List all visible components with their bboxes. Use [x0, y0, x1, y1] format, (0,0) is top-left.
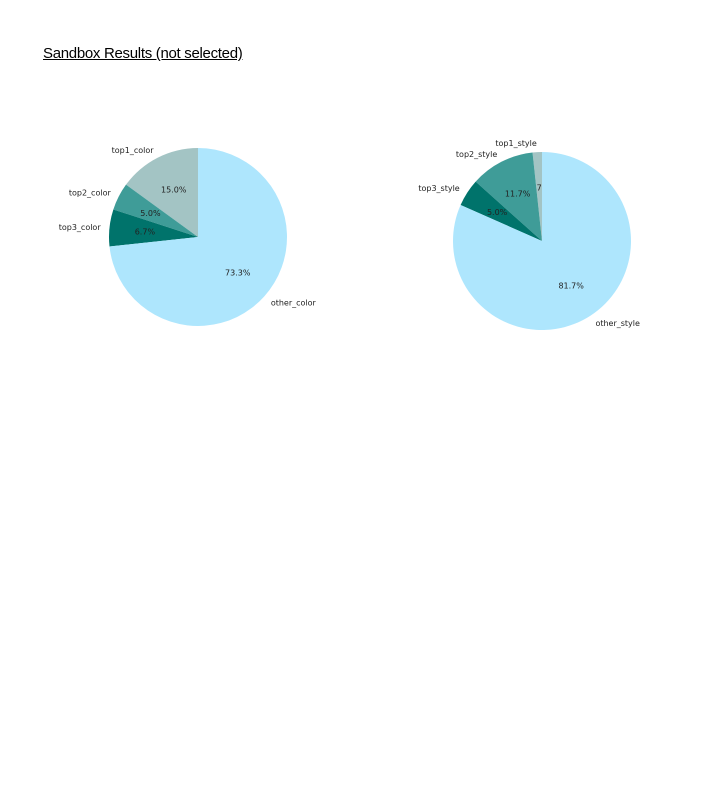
pct-label-other-color: 73.3% — [225, 269, 251, 278]
page-title: Sandbox Results (not selected) — [43, 45, 243, 62]
pct-label-top3-color: 6.7% — [135, 227, 156, 236]
pct-label-top3-style: 5.0% — [487, 208, 508, 217]
pie-slice-top1-color — [125, 148, 198, 237]
category-label-top1-color: top1_color — [112, 146, 155, 155]
pie-slice-top2-color — [113, 184, 198, 237]
pct-label-top2-color: 5.0% — [140, 209, 161, 218]
pct-label-top2-style: 11.7% — [505, 189, 531, 198]
category-label-top2-color: top2_color — [69, 189, 112, 198]
pie-chart-color: 15.0% top1_color 5.0% top2_color 6.7% top3_co… — [59, 146, 317, 326]
pie-slice-other-color — [109, 148, 287, 326]
category-label-top1-style: top1_style — [495, 139, 536, 148]
category-label-top3-color: top3_color — [59, 223, 102, 232]
pie-slice-top3-style — [460, 181, 542, 241]
category-label-top3-style: top3_style — [418, 184, 459, 193]
pie-chart-style: 1.7% top1_style 11.7% top2_style 5.0% top3_st… — [418, 139, 640, 330]
pie-slice-top1-style — [532, 152, 542, 241]
category-label-other-color: other_color — [271, 298, 317, 307]
pie-slice-top3-color — [108, 209, 198, 247]
pie-slice-other-style — [453, 152, 631, 330]
pct-label-top1-color: 15.0% — [161, 185, 187, 194]
pct-label-top1-style: 1.7% — [529, 184, 550, 193]
pct-label-other-style: 81.7% — [558, 282, 584, 291]
pie-slice-top2-style — [475, 152, 542, 241]
category-label-other-style: other_style — [595, 319, 640, 328]
category-label-top2-style: top2_style — [456, 150, 497, 159]
